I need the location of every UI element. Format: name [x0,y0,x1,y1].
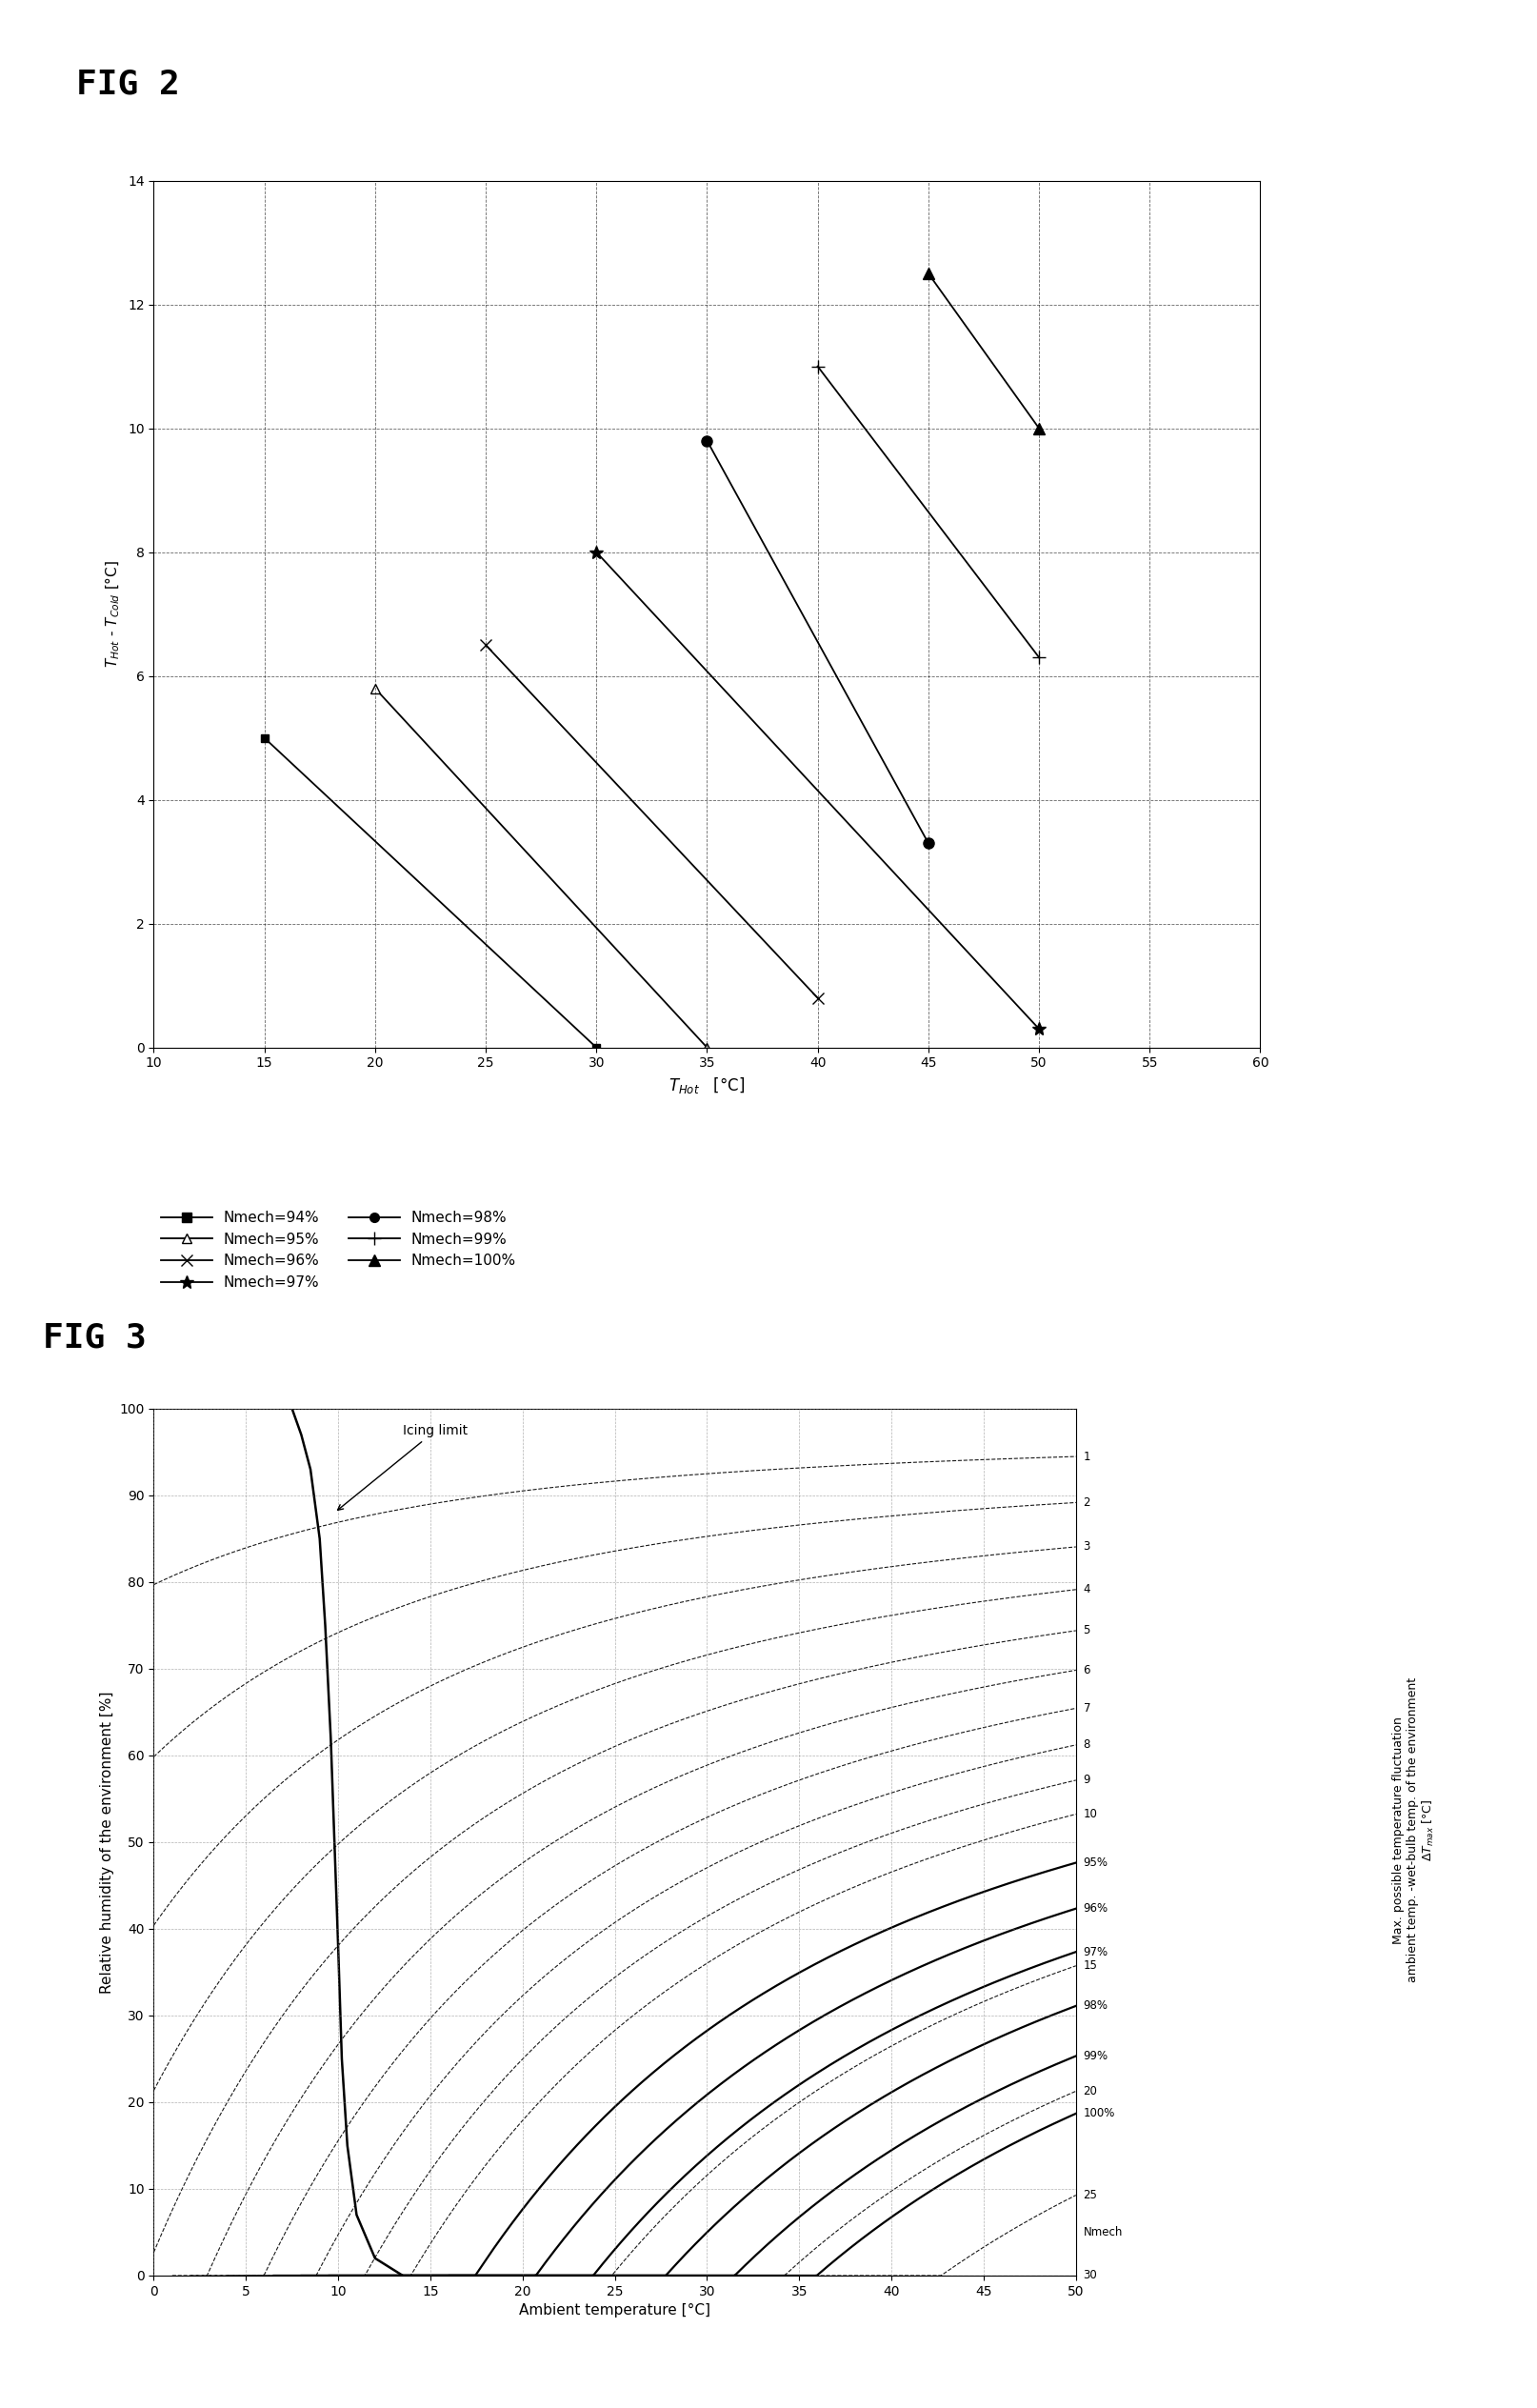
Text: 20: 20 [1084,2085,1097,2097]
Text: 1: 1 [1084,1450,1090,1462]
Text: 2: 2 [1084,1495,1090,1510]
Text: 95%: 95% [1084,1857,1108,1869]
Text: 7: 7 [1084,1702,1090,1714]
Y-axis label: Relative humidity of the environment [%]: Relative humidity of the environment [%] [100,1690,114,1994]
X-axis label: $T_{Hot}$   [°C]: $T_{Hot}$ [°C] [669,1076,745,1096]
Text: 6: 6 [1084,1664,1090,1676]
Text: FIG 2: FIG 2 [77,67,180,101]
Text: 10: 10 [1084,1808,1097,1820]
Text: 25: 25 [1084,2189,1097,2201]
Text: FIG 3: FIG 3 [43,1322,146,1353]
Text: 98%: 98% [1084,1999,1108,2013]
Text: 9: 9 [1084,1775,1090,1787]
Text: Nmech: Nmech [1084,2225,1122,2239]
Text: 8: 8 [1084,1739,1090,1751]
Text: Icing limit: Icing limit [338,1423,467,1510]
Legend: Nmech=94%, Nmech=95%, Nmech=96%, Nmech=97%, Nmech=98%, Nmech=99%, Nmech=100%: Nmech=94%, Nmech=95%, Nmech=96%, Nmech=9… [161,1211,516,1291]
Text: 100%: 100% [1084,2107,1114,2119]
Text: 96%: 96% [1084,1902,1108,1914]
X-axis label: Ambient temperature [°C]: Ambient temperature [°C] [520,2304,710,2319]
Text: 3: 3 [1084,1541,1090,1553]
Text: 97%: 97% [1084,1946,1108,1958]
Text: 5: 5 [1084,1625,1090,1637]
Text: 99%: 99% [1084,2049,1108,2061]
Text: Max. possible temperature fluctuation
ambient temp. -wet-bulb temp. of the envir: Max. possible temperature fluctuation am… [1393,1678,1436,1982]
Text: 30: 30 [1084,2268,1097,2283]
Text: 15: 15 [1084,1960,1097,1972]
Text: 4: 4 [1084,1584,1090,1597]
Y-axis label: $T_{Hot}$ - $T_{Cold}$ [°C]: $T_{Hot}$ - $T_{Cold}$ [°C] [105,561,123,667]
